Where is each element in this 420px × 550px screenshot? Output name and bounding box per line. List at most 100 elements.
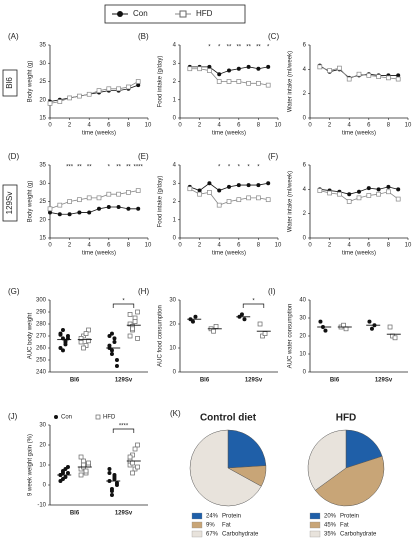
- point: [63, 475, 68, 479]
- point: [265, 197, 271, 203]
- point: [130, 326, 135, 332]
- y-tick-label: 4: [173, 163, 177, 169]
- y-tick-label: 30: [39, 61, 46, 67]
- point: [58, 479, 63, 483]
- pie-value-label: 45%: [324, 523, 337, 529]
- significance: ***: [66, 165, 74, 171]
- legend-label: Protein: [340, 514, 359, 520]
- y-tick-label: 25: [39, 199, 46, 205]
- y-tick-label: 2: [173, 199, 177, 205]
- x-tick-label: Bl6: [200, 378, 210, 384]
- point: [135, 79, 141, 84]
- point: [126, 206, 131, 211]
- point: [262, 331, 268, 336]
- x-tick-label: 4: [218, 243, 222, 249]
- point: [197, 66, 202, 72]
- point: [347, 192, 352, 197]
- y-tick-label: 20: [299, 334, 306, 340]
- y-tick-label: 0: [173, 116, 177, 122]
- point: [395, 196, 401, 202]
- point: [376, 187, 381, 192]
- series-line: [49, 81, 139, 104]
- x-tick-label: 6: [107, 123, 111, 129]
- point: [132, 319, 138, 324]
- y-tick-label: 30: [39, 181, 46, 187]
- row-label: 129Sv: [5, 192, 14, 215]
- x-tick-label: 0: [48, 243, 52, 249]
- significance: *: [257, 165, 260, 171]
- x-tick-label: 10: [275, 243, 282, 249]
- x-tick-label: 10: [145, 123, 152, 129]
- point: [47, 206, 53, 212]
- point: [81, 333, 86, 339]
- point: [387, 324, 393, 330]
- x-axis-label: time (weeks): [342, 251, 376, 257]
- point: [135, 464, 140, 470]
- panel-label: (H): [138, 287, 149, 296]
- y-tick-label: 300: [36, 298, 47, 304]
- panel-label: (B): [138, 32, 149, 41]
- significance: **: [87, 165, 92, 171]
- point: [65, 471, 70, 475]
- point: [106, 86, 112, 92]
- x-tick-label: 0: [178, 243, 182, 249]
- point: [386, 75, 391, 81]
- y-tick-label: 250: [36, 358, 47, 364]
- point: [211, 328, 216, 334]
- x-tick-label: 129Sv: [115, 511, 133, 517]
- point: [366, 73, 372, 78]
- point: [242, 317, 247, 322]
- significance: ****: [134, 165, 144, 171]
- point: [109, 331, 114, 336]
- significance: **: [236, 45, 241, 51]
- x-tick-label: 4: [348, 243, 352, 249]
- x-tick-label: Bl6: [330, 378, 340, 384]
- point: [48, 210, 52, 215]
- point: [366, 186, 371, 191]
- legend-label: HFD: [196, 9, 213, 18]
- point: [77, 197, 82, 203]
- point: [213, 324, 219, 329]
- point: [197, 188, 202, 193]
- significance: *: [218, 165, 221, 171]
- x-tick-label: 10: [405, 243, 412, 249]
- point: [236, 183, 241, 188]
- point: [54, 415, 58, 419]
- point: [256, 183, 261, 188]
- y-tick-label: 2: [303, 211, 307, 217]
- x-tick-label: 0: [308, 243, 312, 249]
- x-tick-label: 6: [367, 243, 371, 249]
- point: [257, 321, 263, 327]
- y-tick-label: 240: [36, 370, 47, 376]
- point: [60, 348, 65, 353]
- point: [386, 189, 391, 195]
- x-tick-label: 8: [387, 123, 391, 129]
- point: [83, 331, 89, 336]
- y-tick-label: 0: [303, 116, 307, 122]
- x-tick-label: Bl6: [70, 511, 80, 517]
- series-line: [49, 84, 139, 102]
- point: [256, 66, 261, 71]
- panel-label: (E): [138, 152, 149, 161]
- point: [47, 101, 53, 106]
- significance: *: [218, 45, 221, 51]
- row-label: Bl6: [5, 77, 14, 89]
- pie-value-label: 20%: [324, 514, 337, 520]
- legend-swatch: [309, 521, 321, 529]
- x-tick-label: 6: [237, 243, 241, 249]
- pie-slice: [307, 429, 347, 491]
- x-tick-label: 129Sv: [375, 378, 393, 384]
- point: [116, 86, 121, 92]
- point: [130, 460, 135, 466]
- point: [396, 187, 401, 192]
- legend-box: [104, 4, 246, 24]
- point: [346, 76, 352, 82]
- point: [346, 199, 352, 204]
- series-line: [49, 190, 139, 210]
- row-label-box: [2, 184, 18, 222]
- significance: *: [252, 299, 255, 305]
- point: [109, 487, 114, 491]
- significance-bracket: [112, 428, 135, 433]
- point: [356, 195, 362, 201]
- series-line: [49, 206, 139, 215]
